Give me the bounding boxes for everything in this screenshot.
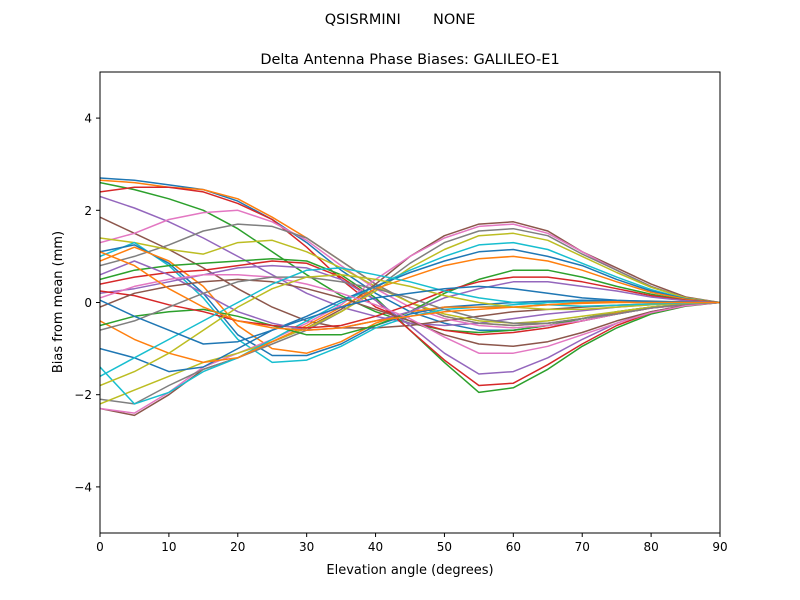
x-tick-label: 20 — [230, 540, 245, 554]
y-tick-label: −2 — [74, 388, 92, 402]
series-line-27 — [100, 274, 720, 354]
x-tick-label: 70 — [575, 540, 590, 554]
y-tick-label: 4 — [84, 112, 92, 126]
x-tick-label: 80 — [643, 540, 658, 554]
series-line-28 — [100, 276, 720, 331]
x-tick-label: 40 — [368, 540, 383, 554]
series-line-20 — [100, 241, 720, 405]
series-line-29 — [100, 274, 720, 387]
x-tick-label: 90 — [712, 540, 727, 554]
series-line-9 — [100, 237, 720, 324]
x-tick-label: 50 — [437, 540, 452, 554]
x-tick-label: 60 — [506, 540, 521, 554]
series-line-14 — [100, 260, 720, 387]
x-tick-label: 30 — [299, 540, 314, 554]
series-lines — [100, 177, 720, 417]
x-axis-label: Elevation angle (degrees) — [326, 563, 493, 578]
x-tick-label: 0 — [96, 540, 104, 554]
series-line-31 — [100, 285, 720, 345]
y-tick-label: −4 — [74, 480, 92, 494]
series-line-32 — [100, 251, 720, 331]
x-axis-ticks: 0 10 20 30 40 50 60 70 80 90 — [96, 533, 728, 554]
series-line-22 — [100, 255, 720, 364]
y-tick-label: 2 — [84, 204, 92, 218]
series-line-26 — [100, 278, 720, 348]
series-line-18 — [100, 227, 720, 405]
chart-title: Delta Antenna Phase Biases: GALILEO-E1 — [260, 52, 559, 68]
series-line-30 — [100, 267, 720, 377]
x-tick-label: 10 — [161, 540, 176, 554]
series-line-24 — [100, 276, 720, 329]
y-axis-ticks: −4 −2 0 2 4 — [74, 112, 100, 494]
y-axis-label: Bias from mean (mm) — [51, 231, 66, 373]
y-tick-label: 0 — [84, 296, 92, 310]
series-line-21 — [100, 248, 720, 373]
figure-suptitle: QSISRMINI NONE — [325, 12, 476, 28]
